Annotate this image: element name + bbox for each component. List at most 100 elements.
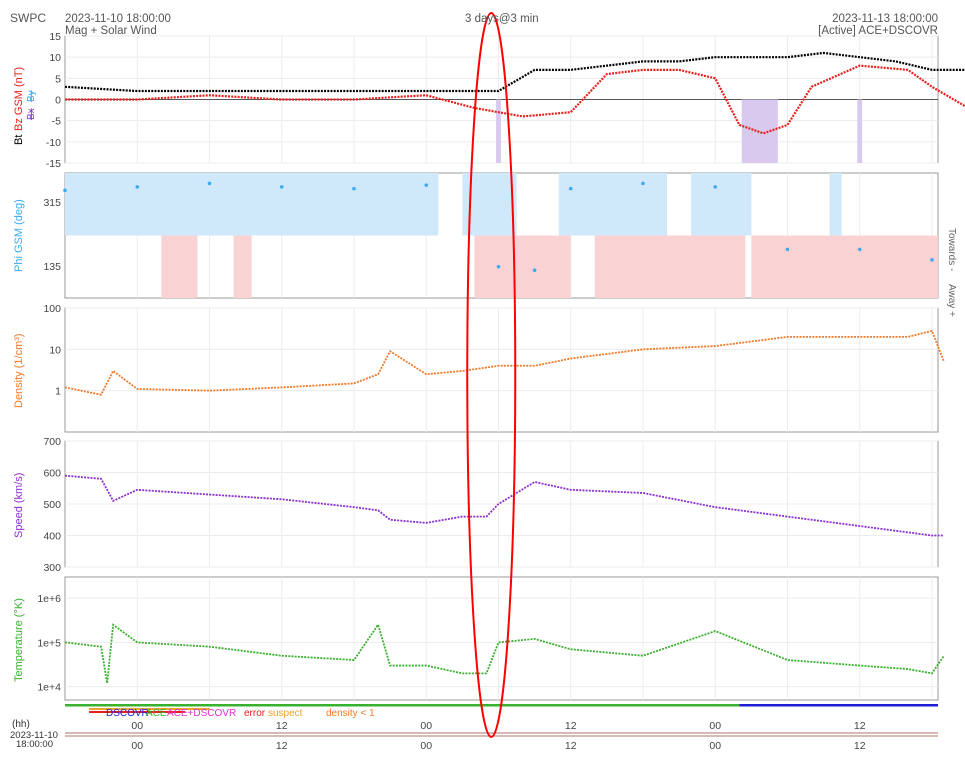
- hour-tick-top: 00: [420, 720, 432, 732]
- date-label: 2023-11-10: [10, 730, 58, 741]
- speed-tick-label: 500: [43, 499, 61, 511]
- hour-tick-bottom: 12: [276, 740, 288, 752]
- towards-label: Towards -: [946, 228, 957, 271]
- panel-frame-4: [64, 576, 939, 701]
- phi-point: [568, 186, 573, 191]
- temperature-tick-label: 1e+4: [37, 682, 61, 694]
- away-sector: [751, 235, 938, 298]
- span-label: 3 days@3 min: [465, 13, 539, 25]
- bz-ylabel: Bz GSM (nT): [13, 67, 25, 131]
- brand-label: SWPC: [10, 11, 46, 25]
- series-line-bz: [65, 64, 965, 135]
- hh-label: (hh): [12, 719, 30, 730]
- bx-by-ylabels: Bx By: [26, 90, 37, 120]
- temperature-tick-label: 1e+6: [37, 593, 61, 605]
- phi-point: [352, 186, 356, 191]
- phi-tick-label: 315: [43, 197, 61, 209]
- phi-point: [207, 181, 212, 186]
- bz-south-fill: [857, 99, 863, 163]
- away-sector: [233, 235, 252, 298]
- phi-ylabel: Phi GSM (deg): [13, 199, 25, 272]
- temperature-line: [64, 622, 945, 684]
- hour-tick-bottom: 12: [854, 740, 866, 752]
- overlay: [466, 12, 517, 738]
- end-time-label: 2023-11-13 18:00:00: [832, 13, 938, 25]
- mag-tick-label: 10: [49, 52, 61, 64]
- phi-point: [424, 183, 429, 187]
- away-label: Away +: [946, 284, 957, 317]
- panel-frame-2: [64, 307, 939, 433]
- source-bar-dscovr: [739, 704, 938, 707]
- hour-tick-bottom: 00: [131, 740, 143, 752]
- annotation-ellipse: [466, 12, 517, 738]
- density-ylabel: Density (1/cm³): [13, 333, 25, 408]
- mag-tick-label: -10: [46, 137, 61, 149]
- hour-tick-top: 12: [276, 720, 288, 732]
- mag-ylabels: Bt Bz GSM (nT): [13, 67, 25, 145]
- legend-ace-dscovr: ACE+DSCOVR: [167, 708, 236, 719]
- mag-tick-label: -5: [52, 116, 61, 128]
- legend-suspect: suspect: [268, 708, 303, 719]
- bz-south-fill: [741, 99, 778, 163]
- phi-tick-label: 135: [43, 261, 61, 273]
- phi-point: [785, 247, 790, 252]
- phi-point: [857, 247, 862, 252]
- speed-ylabel: Speed (km/s): [13, 473, 25, 538]
- density-tick-label: 1: [55, 386, 61, 398]
- series-line-bt: [64, 51, 965, 93]
- hour-tick-top: 12: [565, 720, 577, 732]
- phi-point: [532, 268, 537, 273]
- away-sector: [594, 235, 746, 298]
- mag-tick-label: 0: [55, 95, 61, 107]
- away-sector: [474, 235, 571, 298]
- temperature-tick-label: 1e+5: [37, 637, 61, 649]
- bt-ylabel: Bt: [13, 135, 25, 145]
- temperature-ylabel: Temperature (°K): [13, 598, 25, 682]
- source-label: [Active] ACE+DSCOVR: [818, 25, 938, 37]
- hour-tick-top: 00: [131, 720, 143, 732]
- density-line: [64, 329, 945, 396]
- hour-tick-top: 00: [709, 720, 721, 732]
- source-bar-ace: [65, 704, 740, 707]
- bx-ylabel: Bx: [26, 108, 37, 120]
- error-bar: [89, 711, 186, 713]
- speed-line: [64, 474, 945, 537]
- towards-sector: [65, 173, 439, 236]
- phi-point: [496, 264, 501, 269]
- density-tick-label: 10: [49, 344, 61, 356]
- mag-tick-label: 15: [49, 31, 61, 43]
- towards-sector: [558, 173, 668, 236]
- legend-dscovr: DSCOVR: [106, 708, 149, 719]
- legend-error: error: [244, 708, 266, 719]
- time-label: 18:00:00: [16, 739, 53, 750]
- phi-point: [713, 185, 718, 189]
- mag-tick-label: 5: [55, 73, 61, 85]
- towards-sector: [691, 173, 752, 236]
- by-ylabel: By: [26, 90, 37, 102]
- suspect-bar: [89, 708, 210, 710]
- speed-tick-label: 400: [43, 531, 61, 543]
- legend-density: density < 1: [326, 708, 375, 719]
- start-time-label: 2023-11-10 18:00:00: [65, 13, 171, 25]
- phi-point: [641, 181, 645, 186]
- hour-tick-bottom: 12: [565, 740, 577, 752]
- towards-sector: [829, 173, 842, 236]
- speed-tick-label: 300: [43, 562, 61, 574]
- speed-tick-label: 700: [43, 436, 61, 448]
- hour-tick-bottom: 00: [709, 740, 721, 752]
- density-tick-label: 100: [43, 303, 61, 315]
- legend-ace: ACE: [146, 708, 167, 719]
- away-sector: [161, 235, 198, 298]
- bz-south-fill: [496, 99, 501, 163]
- phi-point: [930, 258, 934, 262]
- phi-point: [63, 188, 67, 193]
- phi-point: [135, 185, 140, 189]
- phi-point: [279, 185, 284, 189]
- chart-marks: [63, 51, 965, 713]
- mag-tick-label: -15: [46, 158, 61, 170]
- subtitle-label: Mag + Solar Wind: [65, 25, 157, 37]
- speed-tick-label: 600: [43, 468, 61, 480]
- hour-tick-bottom: 00: [420, 740, 432, 752]
